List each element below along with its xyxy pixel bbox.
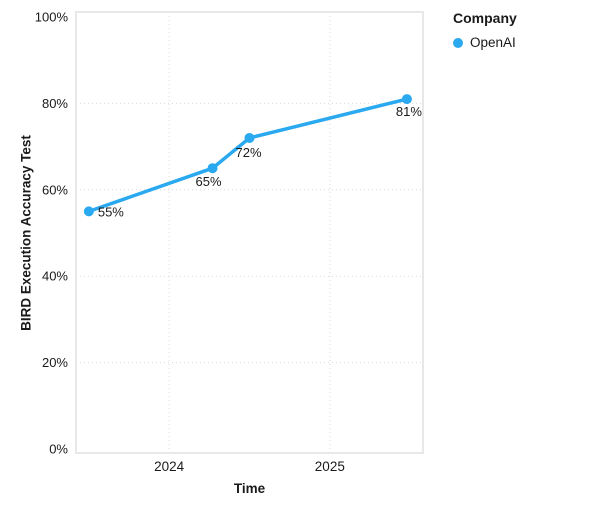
legend: Company OpenAI [453,10,517,50]
y-tick-label: 20% [42,355,68,370]
point-label: 81% [396,104,422,119]
data-point[interactable] [207,163,218,174]
y-tick-label: 80% [42,96,68,111]
legend-item-openai[interactable]: OpenAI [453,35,517,50]
x-axis-title: Time [233,481,266,496]
x-tick-label: 2024 [154,459,185,474]
legend-item-label: OpenAI [470,35,516,50]
data-point[interactable] [83,206,94,217]
y-axis-title: BIRD Execution Accuracy Test [18,135,34,331]
series-line [87,97,409,214]
point-label: 55% [98,204,124,219]
point-label: 65% [196,174,222,189]
legend-title: Company [453,10,517,26]
y-tick-label: 100% [35,10,69,25]
data-point[interactable] [401,94,412,105]
x-tick-label: 2025 [315,459,345,474]
y-tick-label: 40% [42,269,68,284]
point-label: 72% [235,145,261,160]
data-point[interactable] [244,132,255,143]
legend-marker-icon [453,37,463,48]
y-tick-label: 60% [42,182,68,197]
plot-border [75,11,424,454]
y-tick-label: 0% [49,442,68,457]
